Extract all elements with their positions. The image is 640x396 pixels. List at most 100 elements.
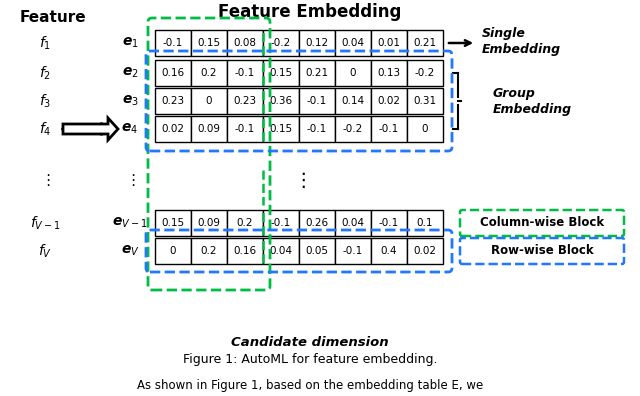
Text: -0.1: -0.1: [379, 124, 399, 134]
Text: 0.09: 0.09: [198, 218, 221, 228]
Bar: [371, 60, 407, 86]
Bar: [371, 116, 407, 142]
Bar: [299, 60, 335, 86]
Text: $\boldsymbol{e}_2$: $\boldsymbol{e}_2$: [122, 66, 138, 80]
Text: 0.4: 0.4: [381, 246, 397, 256]
Text: -0.1: -0.1: [379, 218, 399, 228]
Bar: [227, 210, 263, 236]
Text: $\vdots$: $\vdots$: [125, 172, 135, 188]
Text: As shown in Figure 1, based on the embedding table E, we: As shown in Figure 1, based on the embed…: [137, 379, 483, 392]
Text: $\boldsymbol{e}_1$: $\boldsymbol{e}_1$: [122, 36, 138, 50]
Text: 0: 0: [349, 68, 356, 78]
Bar: [155, 116, 191, 142]
Text: 0.23: 0.23: [161, 96, 184, 106]
Text: 0.02: 0.02: [413, 246, 436, 256]
Text: 0.15: 0.15: [269, 68, 292, 78]
Text: 0.05: 0.05: [305, 246, 328, 256]
Bar: [407, 238, 443, 264]
Text: 0.16: 0.16: [161, 68, 184, 78]
Bar: [335, 60, 371, 86]
Text: 0: 0: [205, 96, 212, 106]
Bar: [191, 30, 227, 56]
Bar: [155, 238, 191, 264]
Text: Column-wise Block: Column-wise Block: [480, 217, 604, 230]
Text: $f_2$: $f_2$: [39, 64, 51, 82]
Text: -0.1: -0.1: [343, 246, 363, 256]
Text: $\boldsymbol{e}_4$: $\boldsymbol{e}_4$: [122, 122, 138, 136]
Bar: [335, 238, 371, 264]
Text: -0.1: -0.1: [163, 38, 183, 48]
Bar: [299, 30, 335, 56]
Bar: [263, 88, 299, 114]
Text: 0.31: 0.31: [413, 96, 436, 106]
Text: Row-wise Block: Row-wise Block: [491, 244, 593, 257]
Bar: [191, 210, 227, 236]
Text: -0.1: -0.1: [307, 96, 327, 106]
Text: $f_4$: $f_4$: [39, 120, 51, 138]
FancyBboxPatch shape: [460, 210, 624, 236]
Text: 0.04: 0.04: [342, 38, 365, 48]
Bar: [227, 238, 263, 264]
Bar: [299, 116, 335, 142]
Text: 0.01: 0.01: [378, 38, 401, 48]
Text: Feature Embedding: Feature Embedding: [218, 3, 402, 21]
Text: 0.09: 0.09: [198, 124, 221, 134]
Text: Candidate dimension: Candidate dimension: [231, 335, 389, 348]
Text: $f_{V-1}$: $f_{V-1}$: [29, 214, 60, 232]
Text: -0.1: -0.1: [235, 68, 255, 78]
Text: 0.36: 0.36: [269, 96, 292, 106]
Text: $\boldsymbol{e}_V$: $\boldsymbol{e}_V$: [120, 244, 140, 258]
Text: 0.02: 0.02: [378, 96, 401, 106]
Text: 0.21: 0.21: [305, 68, 328, 78]
Bar: [263, 30, 299, 56]
Bar: [191, 88, 227, 114]
Bar: [155, 88, 191, 114]
Bar: [227, 30, 263, 56]
Bar: [227, 116, 263, 142]
Text: Figure 1: AutoML for feature embedding.: Figure 1: AutoML for feature embedding.: [183, 354, 437, 367]
Bar: [263, 60, 299, 86]
Bar: [191, 238, 227, 264]
Bar: [335, 116, 371, 142]
Text: 0.13: 0.13: [378, 68, 401, 78]
Bar: [299, 88, 335, 114]
Text: -0.1: -0.1: [307, 124, 327, 134]
Text: -0.2: -0.2: [271, 38, 291, 48]
Text: 0.15: 0.15: [197, 38, 221, 48]
Text: 0.21: 0.21: [413, 38, 436, 48]
Bar: [191, 116, 227, 142]
Bar: [371, 30, 407, 56]
Polygon shape: [63, 118, 118, 140]
Bar: [335, 30, 371, 56]
Text: 0.1: 0.1: [417, 218, 433, 228]
Bar: [155, 60, 191, 86]
Text: $f_3$: $f_3$: [39, 92, 51, 110]
Bar: [227, 60, 263, 86]
Text: 0.2: 0.2: [237, 218, 253, 228]
Bar: [191, 60, 227, 86]
Bar: [407, 116, 443, 142]
Bar: [299, 238, 335, 264]
Text: $\vdots$: $\vdots$: [40, 172, 50, 188]
Text: 0.15: 0.15: [269, 124, 292, 134]
Text: 0.2: 0.2: [201, 68, 217, 78]
Bar: [263, 238, 299, 264]
Text: -0.1: -0.1: [235, 124, 255, 134]
Text: 0.08: 0.08: [234, 38, 257, 48]
Bar: [335, 210, 371, 236]
Text: 0.26: 0.26: [305, 218, 328, 228]
Text: 0.04: 0.04: [269, 246, 292, 256]
Text: Single
Embedding: Single Embedding: [482, 27, 561, 55]
Bar: [371, 210, 407, 236]
Text: 0.15: 0.15: [161, 218, 184, 228]
Text: 0.04: 0.04: [342, 218, 365, 228]
FancyBboxPatch shape: [460, 238, 624, 264]
Bar: [371, 88, 407, 114]
Bar: [335, 88, 371, 114]
Text: $\boldsymbol{e}_{V-1}$: $\boldsymbol{e}_{V-1}$: [112, 216, 148, 230]
Bar: [263, 210, 299, 236]
Text: 0.02: 0.02: [161, 124, 184, 134]
Text: Group
Embedding: Group Embedding: [493, 86, 572, 116]
Text: Feature: Feature: [20, 11, 86, 25]
Text: 0.2: 0.2: [201, 246, 217, 256]
